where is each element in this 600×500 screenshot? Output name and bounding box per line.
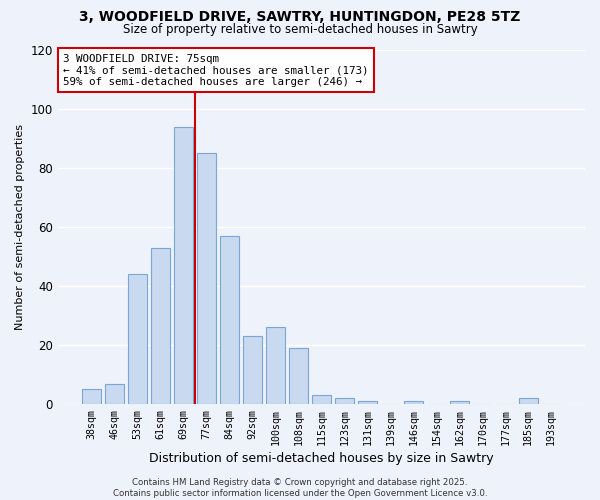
Bar	[220, 236, 239, 404]
Bar	[449, 401, 469, 404]
Bar	[311, 396, 331, 404]
Bar	[242, 336, 262, 404]
Text: 3, WOODFIELD DRIVE, SAWTRY, HUNTINGDON, PE28 5TZ: 3, WOODFIELD DRIVE, SAWTRY, HUNTINGDON, …	[79, 10, 521, 24]
Text: Contains HM Land Registry data © Crown copyright and database right 2025.
Contai: Contains HM Land Registry data © Crown c…	[113, 478, 487, 498]
Text: 3 WOODFIELD DRIVE: 75sqm
← 41% of semi-detached houses are smaller (173)
59% of : 3 WOODFIELD DRIVE: 75sqm ← 41% of semi-d…	[63, 54, 368, 86]
Bar	[151, 248, 170, 404]
Bar	[518, 398, 538, 404]
Bar	[358, 401, 377, 404]
Text: Size of property relative to semi-detached houses in Sawtry: Size of property relative to semi-detach…	[122, 22, 478, 36]
Bar	[128, 274, 147, 404]
Bar	[289, 348, 308, 404]
Bar	[266, 328, 285, 404]
Bar	[174, 126, 193, 404]
Bar	[82, 390, 101, 404]
Bar	[335, 398, 354, 404]
Bar	[404, 401, 423, 404]
Bar	[197, 154, 216, 404]
Y-axis label: Number of semi-detached properties: Number of semi-detached properties	[15, 124, 25, 330]
X-axis label: Distribution of semi-detached houses by size in Sawtry: Distribution of semi-detached houses by …	[149, 452, 494, 465]
Bar	[105, 384, 124, 404]
